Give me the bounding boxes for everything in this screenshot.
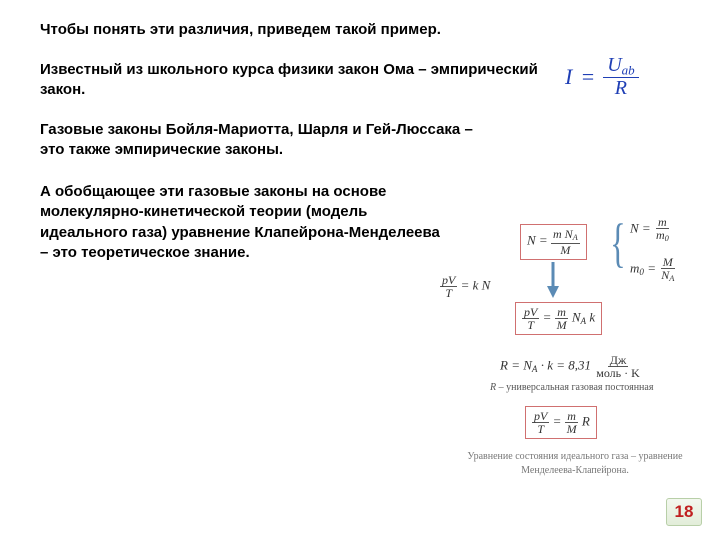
formula-R: R = NA · k = 8,31 Джмоль · K [500, 354, 642, 379]
diagram-caption: Уравнение состояния идеального газа – ур… [460, 450, 690, 478]
formula-N-mm0: N = mm0 [630, 216, 671, 244]
formula-final: pVT = mM R [525, 406, 597, 439]
formula-pvT-mMNAk: pVT = mM NA k [515, 302, 602, 335]
gas-law-diagram: N = m NAM { N = mm0 m0 = MNA pVT = k N p… [440, 210, 710, 510]
ohm-lhs: I [565, 64, 572, 90]
ohm-law-formula: I = Uab R [565, 55, 639, 99]
ohm-fraction: Uab R [603, 55, 638, 99]
formula-m0-MNA: m0 = MNA [630, 256, 676, 284]
paragraph-3: Газовые законы Бойля-Мариотта, Шарля и Г… [40, 120, 480, 161]
ohm-eq: = [580, 64, 595, 90]
page-number: 18 [666, 498, 702, 526]
r-constant-caption: R R – универсальная газовая постоянная– … [490, 382, 653, 393]
paragraph-1: Чтобы понять эти различия, приведем тако… [40, 20, 540, 40]
paragraph-2: Известный из школьного курса физики зако… [40, 60, 540, 101]
formula-pvT-kN: pVT = k N [440, 274, 490, 299]
formula-N: N = m NAM [520, 224, 587, 260]
brace-icon: { [610, 212, 626, 274]
paragraph-4: А обобщающее эти газовые законы на основ… [40, 182, 440, 263]
down-arrow-icon [545, 260, 561, 300]
